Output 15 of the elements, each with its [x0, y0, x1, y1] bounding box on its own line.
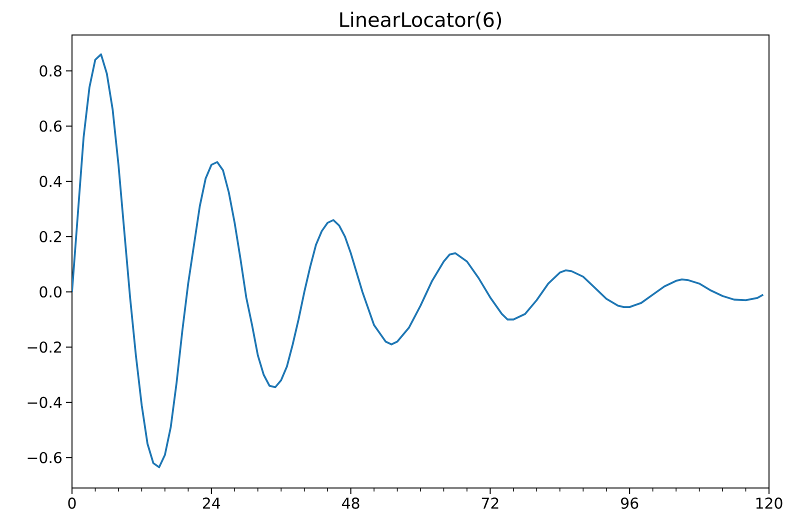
y-tick-label: 0.4	[40, 176, 62, 188]
y-tick-label: 0.2	[40, 230, 61, 242]
x-tick-label: 0	[68, 498, 76, 509]
y-tick-label: −0.4	[28, 396, 62, 408]
y-tick-label: −0.2	[28, 341, 61, 353]
x-tick-label: 24	[202, 498, 220, 509]
y-tick-label: 0.6	[40, 120, 62, 132]
y-tick-label: −0.6	[28, 452, 62, 464]
x-tick-label: 120	[756, 498, 782, 509]
x-tick-label: 48	[342, 498, 360, 509]
x-tick-label: 96	[621, 498, 638, 509]
y-tick-label: 0.8	[40, 65, 62, 77]
x-tick-label: 72	[482, 498, 498, 509]
y-tick-label: 0.0	[40, 286, 62, 298]
chart-title: LinearLocator(6)	[340, 12, 502, 30]
